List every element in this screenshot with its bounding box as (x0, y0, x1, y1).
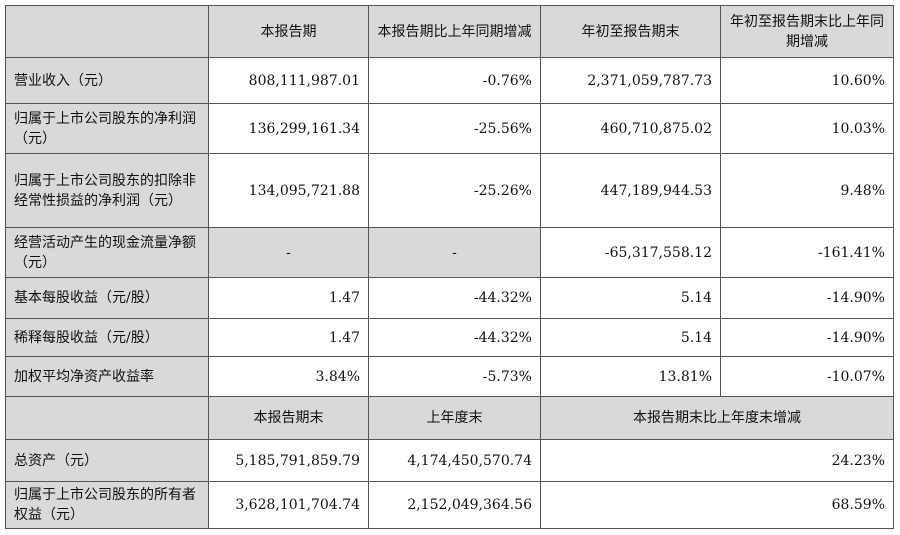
table-row: 归属于上市公司股东的扣除非经常性损益的净利润（元） 134,095,721.88… (5, 153, 894, 228)
cell-current-period-change: -25.26% (368, 153, 541, 228)
table-row: 稀释每股收益（元/股） 1.47 -44.32% 5.14 -14.90% (5, 318, 894, 357)
table-row: 归属于上市公司股东的所有者权益（元） 3,628,101,704.74 2,15… (5, 481, 894, 529)
cell-current-period-change: -25.56% (368, 103, 541, 154)
cell-period-end-change: 24.23% (540, 439, 894, 482)
table-row: 基本每股收益（元/股） 1.47 -44.32% 5.14 -14.90% (5, 277, 894, 319)
cell-current-period: 1.47 (208, 277, 369, 319)
header-period-end-change: 本报告期末比上年度末增减 (540, 396, 894, 440)
financial-data-table-container: 本报告期 本报告期比上年同期增减 年初至报告期末 年初至报告期末比上年同期增减 … (5, 5, 894, 529)
table-row: 营业收入（元） 808,111,987.01 -0.76% 2,371,059,… (5, 57, 894, 104)
financial-data-table: 本报告期 本报告期比上年同期增减 年初至报告期末 年初至报告期末比上年同期增减 … (5, 5, 894, 529)
cell-ytd: 447,189,944.53 (540, 153, 721, 228)
row-label: 加权平均净资产收益率 (5, 356, 209, 397)
header-prior-year-end: 上年度末 (368, 396, 541, 440)
row-label: 营业收入（元） (5, 57, 209, 104)
cell-ytd-change: 9.48% (720, 153, 894, 228)
cell-prior-year-end: 2,152,049,364.56 (368, 481, 541, 529)
cell-ytd: 13.81% (540, 356, 721, 397)
cell-ytd-change: -10.07% (720, 356, 894, 397)
row-label: 归属于上市公司股东的扣除非经常性损益的净利润（元） (5, 153, 209, 228)
header-current-period-yoy-change: 本报告期比上年同期增减 (368, 5, 541, 58)
cell-current-period: 134,095,721.88 (208, 153, 369, 228)
cell-ytd-change: 10.60% (720, 57, 894, 104)
header-corner-cell (5, 5, 209, 58)
cell-current-period: - (208, 227, 369, 278)
cell-ytd-change: -14.90% (720, 277, 894, 319)
header-row: 本报告期 本报告期比上年同期增减 年初至报告期末 年初至报告期末比上年同期增减 (5, 5, 894, 58)
cell-current-period-change: -44.32% (368, 318, 541, 357)
cell-current-period-change: -5.73% (368, 356, 541, 397)
table-row: 总资产（元） 5,185,791,859.79 4,174,450,570.74… (5, 439, 894, 482)
cell-ytd: 2,371,059,787.73 (540, 57, 721, 104)
cell-period-end: 3,628,101,704.74 (208, 481, 369, 529)
cell-ytd: 5.14 (540, 318, 721, 357)
cell-current-period: 1.47 (208, 318, 369, 357)
header-row-2: 本报告期末 上年度末 本报告期末比上年度末增减 (5, 396, 894, 440)
cell-current-period-change: - (368, 227, 541, 278)
row-label: 经营活动产生的现金流量净额（元） (5, 227, 209, 278)
table-row: 归属于上市公司股东的净利润（元） 136,299,161.34 -25.56% … (5, 103, 894, 154)
header-period-end: 本报告期末 (208, 396, 369, 440)
cell-ytd: 5.14 (540, 277, 721, 319)
cell-period-end-change: 68.59% (540, 481, 894, 529)
cell-ytd-change: -161.41% (720, 227, 894, 278)
header2-corner-cell (5, 396, 209, 440)
header-current-period: 本报告期 (208, 5, 369, 58)
row-label: 总资产（元） (5, 439, 209, 482)
table-row: 加权平均净资产收益率 3.84% -5.73% 13.81% -10.07% (5, 356, 894, 397)
cell-current-period: 3.84% (208, 356, 369, 397)
row-label: 归属于上市公司股东的净利润（元） (5, 103, 209, 154)
row-label: 归属于上市公司股东的所有者权益（元） (5, 481, 209, 529)
header-ytd-yoy-change: 年初至报告期末比上年同期增减 (720, 5, 894, 58)
cell-ytd-change: -14.90% (720, 318, 894, 357)
cell-period-end: 5,185,791,859.79 (208, 439, 369, 482)
cell-current-period-change: -0.76% (368, 57, 541, 104)
cell-ytd-change: 10.03% (720, 103, 894, 154)
table-row: 经营活动产生的现金流量净额（元） - - -65,317,558.12 -161… (5, 227, 894, 278)
cell-current-period: 136,299,161.34 (208, 103, 369, 154)
row-label: 稀释每股收益（元/股） (5, 318, 209, 357)
row-label: 基本每股收益（元/股） (5, 277, 209, 319)
cell-current-period: 808,111,987.01 (208, 57, 369, 104)
cell-ytd: -65,317,558.12 (540, 227, 721, 278)
header-ytd: 年初至报告期末 (540, 5, 721, 58)
cell-current-period-change: -44.32% (368, 277, 541, 319)
cell-ytd: 460,710,875.02 (540, 103, 721, 154)
cell-prior-year-end: 4,174,450,570.74 (368, 439, 541, 482)
